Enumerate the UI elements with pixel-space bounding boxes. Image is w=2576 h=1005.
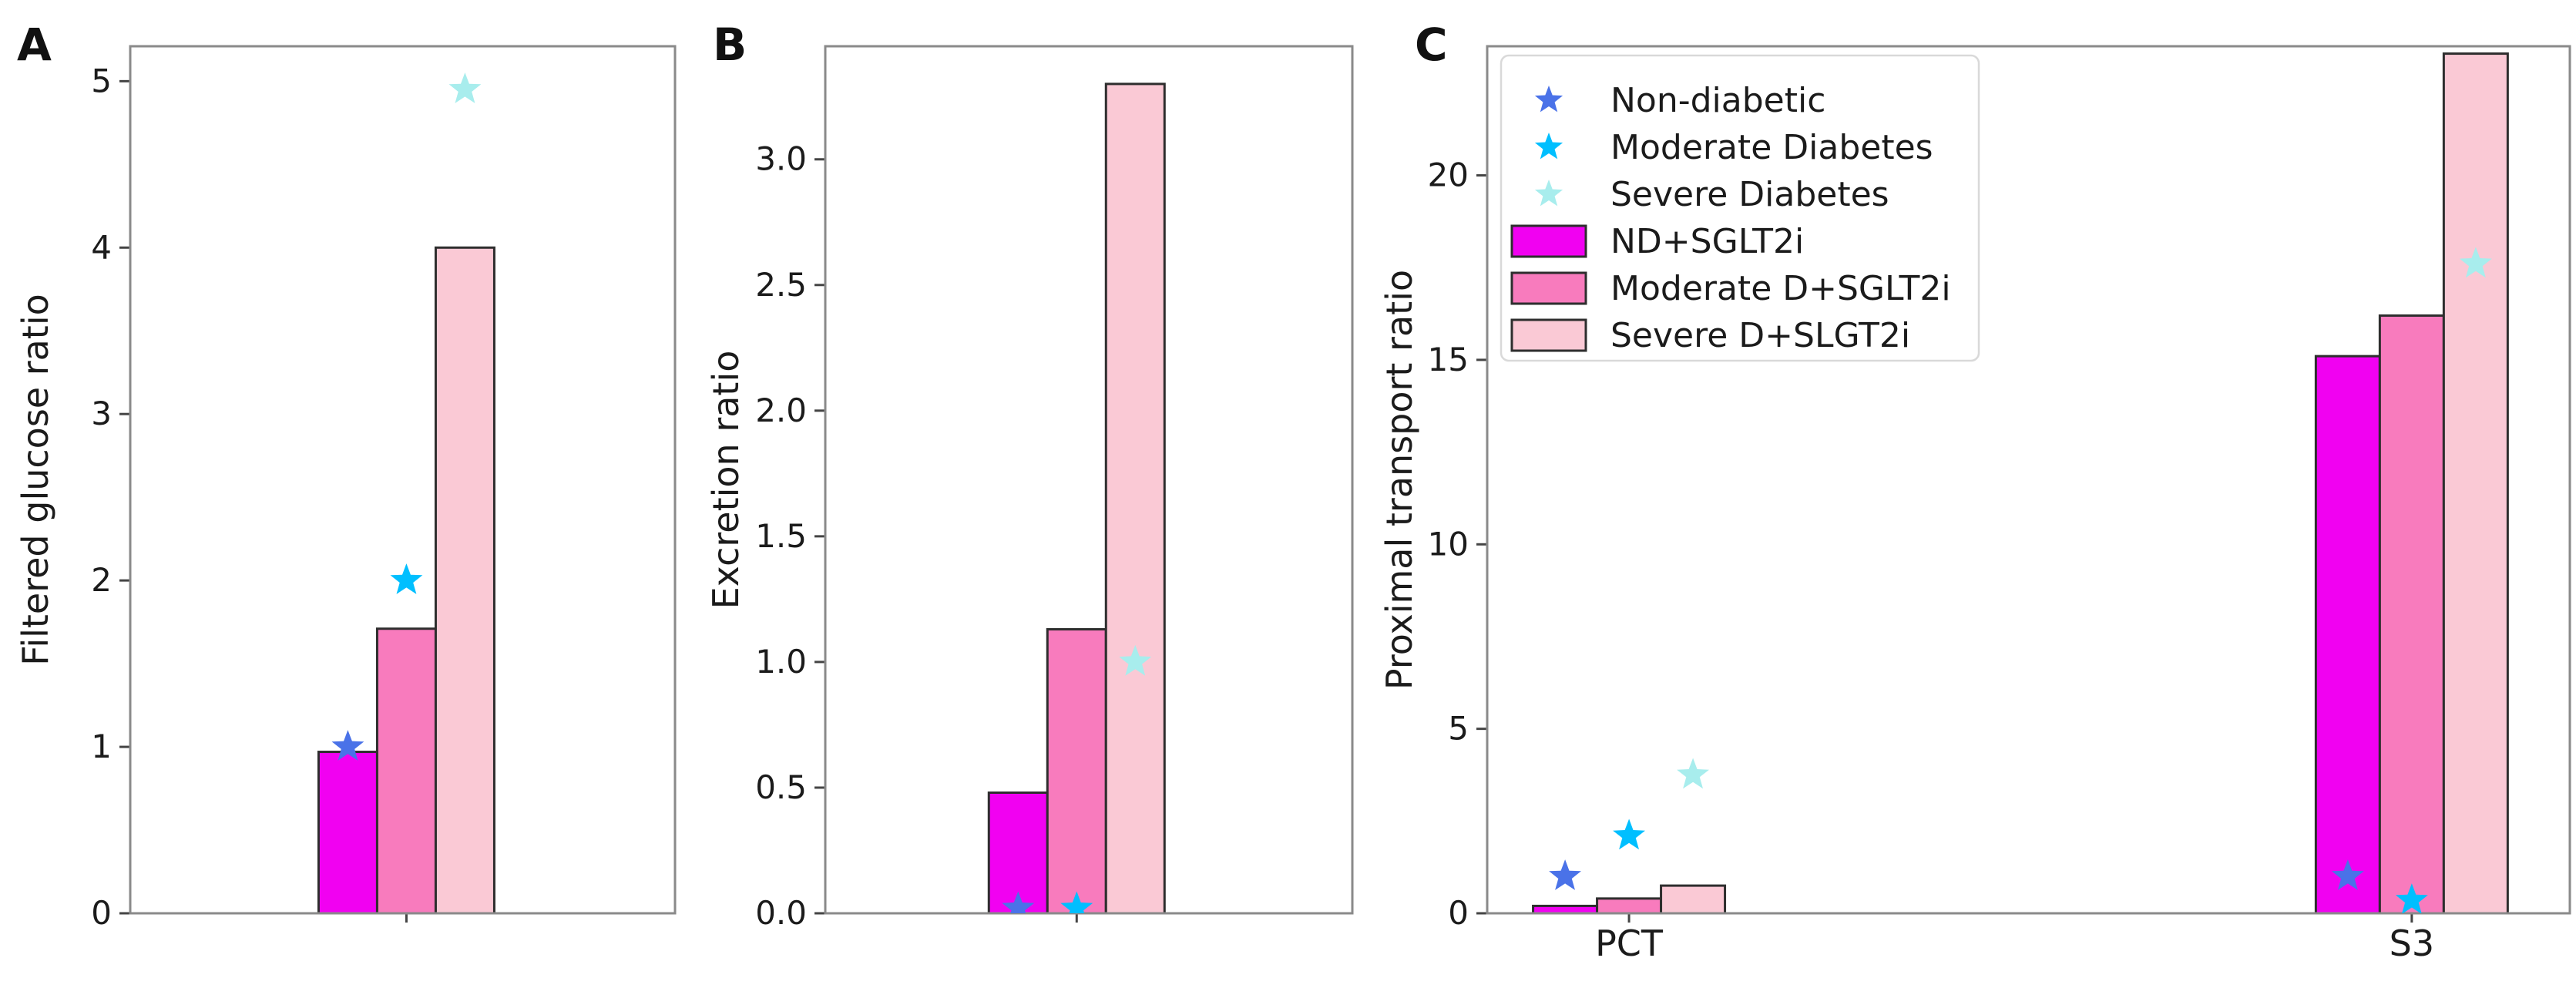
y-tick-label: 0 xyxy=(91,894,112,932)
bar-b-severe-d-slgt2i xyxy=(1104,82,1166,915)
y-tick-label: 0.5 xyxy=(755,768,807,806)
star-marker-non-diabetic xyxy=(331,730,364,761)
star-marker-moderate-diabetes xyxy=(1613,818,1645,850)
star-marker-severe-diabetes xyxy=(1119,644,1152,676)
legend: Non-diabetic Moderate Diabetes Severe Diab… xyxy=(1500,54,1980,362)
bar-c-moderate-d-sglt2i xyxy=(1596,897,1663,915)
legend-star-icon xyxy=(1534,180,1563,207)
legend-star-icon xyxy=(1534,86,1563,113)
legend-label: Non-diabetic xyxy=(1610,81,1825,120)
panel-a: A Filtered glucose ratio 0 1 2 3 4 5 xyxy=(15,18,677,932)
y-tick-label: 2 xyxy=(91,561,112,599)
bar-a-nd-sglt2i xyxy=(317,751,378,915)
y-tick-label: 3 xyxy=(91,395,112,432)
star-marker-moderate-diabetes xyxy=(390,563,423,594)
y-tick-label: 10 xyxy=(1428,525,1469,563)
y-axis-label-c: Proximal transport ratio xyxy=(1379,270,1420,690)
star-marker-severe-diabetes xyxy=(1677,758,1709,789)
panel-letter-c: C xyxy=(1415,18,1448,71)
y-tick-label: 0 xyxy=(1448,894,1469,932)
y-tick-label: 15 xyxy=(1428,341,1469,378)
bar-a-severe-d-slgt2i xyxy=(434,246,495,915)
star-marker-non-diabetic xyxy=(2331,859,2364,890)
legend-label: Severe Diabetes xyxy=(1610,175,1889,214)
bar-c-nd-sglt2i xyxy=(2314,355,2381,915)
y-tick-label: 1.0 xyxy=(755,643,807,681)
y-tick-label: 0.0 xyxy=(755,894,807,932)
bar-b-moderate-d-sglt2i xyxy=(1046,628,1107,915)
x-tick-label: S3 xyxy=(2390,923,2434,964)
panel-letter-b: B xyxy=(713,18,747,71)
legend-swatch-icon xyxy=(1510,271,1587,305)
legend-swatch-icon xyxy=(1510,224,1587,258)
panel-letter-a: A xyxy=(17,18,52,71)
x-tick-label: PCT xyxy=(1595,923,1664,964)
y-tick-label: 1 xyxy=(91,728,112,765)
star-marker-non-diabetic xyxy=(1549,859,1581,890)
bar-c-moderate-d-sglt2i xyxy=(2378,314,2445,915)
y-tick-label: 5 xyxy=(1448,710,1469,748)
star-marker-severe-diabetes xyxy=(448,72,482,103)
y-tick-label: 20 xyxy=(1428,156,1469,194)
y-tick-label: 1.5 xyxy=(755,517,807,555)
legend-swatch-icon xyxy=(1510,318,1587,352)
y-tick-label: 2.0 xyxy=(755,392,807,429)
legend-box xyxy=(1500,54,1980,362)
plot-border-b xyxy=(824,45,1354,915)
panel-b: B Excretion ratio 0.0 0.5 1.0 1.5 2.0 2.5 3.0 xyxy=(705,18,1354,932)
star-marker-non-diabetic xyxy=(1002,891,1035,913)
plot-border-c xyxy=(1486,45,2571,915)
star-marker-moderate-diabetes xyxy=(1060,891,1093,913)
y-tick-label: 5 xyxy=(91,62,112,99)
star-marker-severe-diabetes xyxy=(2459,247,2492,278)
legend-label: Severe D+SLGT2i xyxy=(1610,316,1910,355)
legend-label: Moderate Diabetes xyxy=(1610,128,1933,167)
y-tick-label: 3.0 xyxy=(755,140,807,178)
y-tick-label: 2.5 xyxy=(755,266,807,304)
legend-star-icon xyxy=(1534,133,1563,160)
bar-c-severe-d-slgt2i xyxy=(1660,884,1727,915)
legend-label: ND+SGLT2i xyxy=(1610,222,1804,261)
bar-c-severe-d-slgt2i xyxy=(2442,52,2509,915)
bar-a-moderate-d-sglt2i xyxy=(375,627,437,915)
y-tick-label: 4 xyxy=(91,228,112,266)
panel-c: C Proximal transport ratio 0 5 10 15 20 PCT S3 No… xyxy=(1379,18,2571,964)
star-marker-moderate-diabetes xyxy=(2395,883,2428,913)
plot-border-a xyxy=(129,45,677,915)
y-axis-label-b: Excretion ratio xyxy=(705,351,747,610)
legend-label: Moderate D+SGLT2i xyxy=(1610,269,1951,308)
y-axis-label-a: Filtered glucose ratio xyxy=(15,294,56,666)
